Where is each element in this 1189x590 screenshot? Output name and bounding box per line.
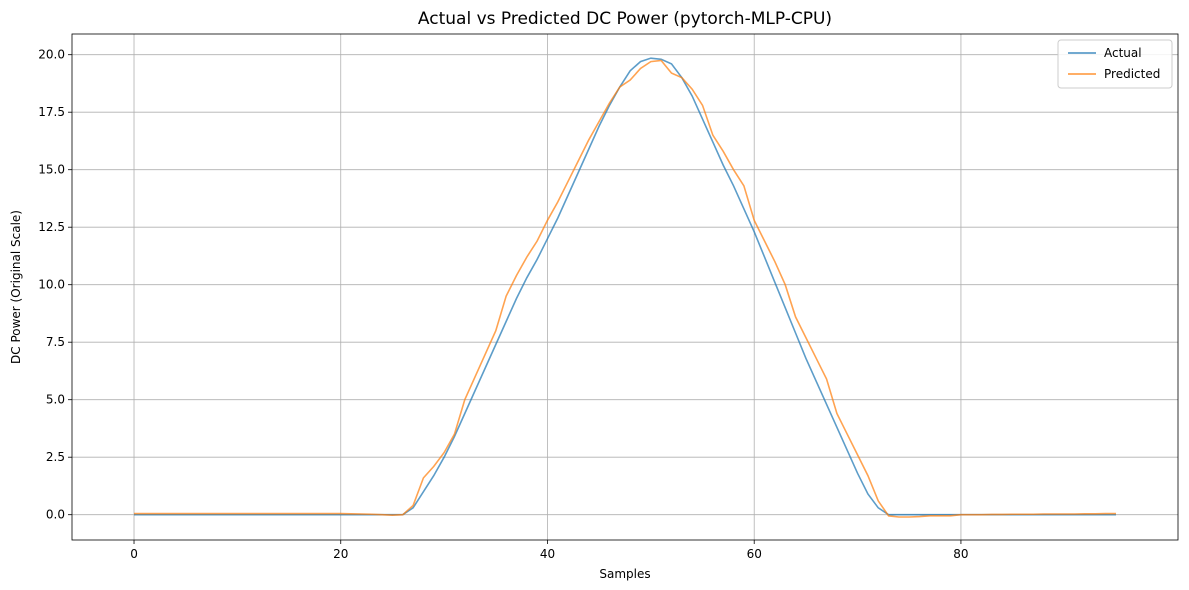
x-tick-label: 20 — [333, 547, 348, 561]
y-tick-label: 10.0 — [38, 278, 65, 292]
y-axis-ticks: 0.0 2.5 5.0 7.5 10.0 12.5 15.0 17.5 20.0 — [38, 48, 72, 522]
y-tick-label: 20.0 — [38, 48, 65, 62]
y-tick-label: 15.0 — [38, 163, 65, 177]
legend: Actual Predicted — [1057, 39, 1173, 89]
y-tick-label: 7.5 — [46, 335, 65, 349]
series-line-actual — [134, 57, 1116, 516]
y-tick-label: 2.5 — [46, 450, 65, 464]
y-axis-label: DC Power (Original Scale) — [9, 210, 23, 364]
y-tick-label: 5.0 — [46, 393, 65, 407]
plot-frame — [71, 33, 1179, 541]
y-tick-label: 12.5 — [38, 220, 65, 234]
x-tick-label: 80 — [953, 547, 968, 561]
y-tick-label: 17.5 — [38, 105, 65, 119]
y-tick-label: 0.0 — [46, 508, 65, 522]
legend-label-actual: Actual — [1104, 46, 1142, 60]
series-layer — [134, 57, 1116, 518]
x-tick-label: 40 — [540, 547, 555, 561]
x-tick-label: 0 — [130, 547, 138, 561]
series-line-predicted — [134, 59, 1116, 518]
x-axis-label: Samples — [599, 567, 650, 581]
legend-label-predicted: Predicted — [1104, 67, 1160, 81]
legend-box — [1057, 39, 1173, 89]
x-tick-label: 60 — [747, 547, 762, 561]
x-axis-ticks: 0 20 40 60 80 — [130, 540, 969, 561]
chart-title: Actual vs Predicted DC Power (pytorch-ML… — [418, 9, 832, 29]
